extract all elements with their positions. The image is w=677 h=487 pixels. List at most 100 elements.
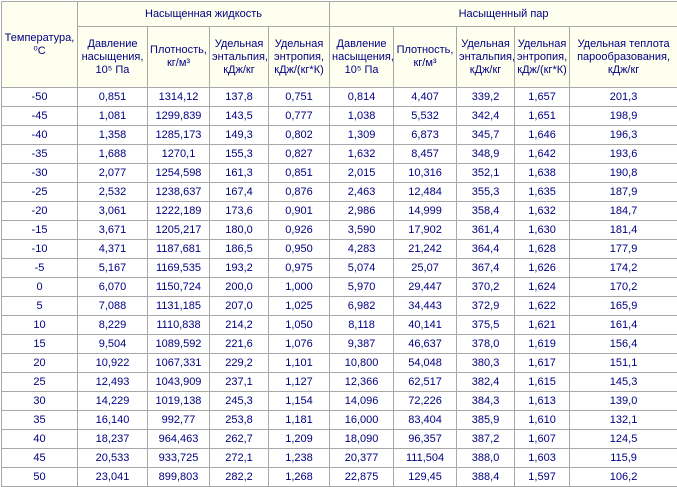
cell-temperature: -20 [2,202,78,221]
cell-liquid-entropy: 0,777 [269,107,330,126]
cell-liquid-pressure: 5,167 [78,259,148,278]
cell-liquid-entropy: 0,802 [269,126,330,145]
cell-liquid-pressure: 16,140 [78,411,148,430]
cell-liquid-pressure: 1,688 [78,145,148,164]
cell-liquid-enthalpy: 143,5 [210,107,269,126]
cell-liquid-pressure: 6,070 [78,278,148,297]
cell-vapor-pressure: 6,982 [330,297,394,316]
cell-liquid-density: 1043,909 [148,373,210,392]
cell-vapor-enthalpy: 370,2 [457,278,515,297]
cell-vapor-pressure: 5,074 [330,259,394,278]
cell-vapor-density: 10,316 [394,164,457,183]
cell-vapor-pressure: 16,000 [330,411,394,430]
cell-liquid-pressure: 3,061 [78,202,148,221]
cell-vapor-enthalpy: 375,5 [457,316,515,335]
cell-vapor-entropy: 1,607 [515,430,570,449]
cell-liquid-pressure: 14,229 [78,392,148,411]
cell-heat-of-vaporization: 161,4 [570,316,677,335]
table-header: Температура, ⁰С Насыщенная жидкость Насы… [2,2,677,88]
col-header-heat-of-vaporization: Удельная теплота парообразования, кДж/кг [570,27,677,88]
cell-liquid-entropy: 1,127 [269,373,330,392]
cell-liquid-enthalpy: 180,0 [210,221,269,240]
cell-heat-of-vaporization: 139,0 [570,392,677,411]
cell-vapor-entropy: 1,621 [515,316,570,335]
cell-temperature: -5 [2,259,78,278]
col-header-liquid-density: Плотность, кг/м³ [148,27,210,88]
cell-liquid-density: 1089,592 [148,335,210,354]
cell-liquid-pressure: 23,041 [78,468,148,487]
cell-vapor-density: 72,226 [394,392,457,411]
col-header-liquid-entropy: Удельная энтропия, кДж/(кг*К) [269,27,330,88]
col-header-liquid-enthalpy: Удельная энтальпия, кДж/кг [210,27,269,88]
cell-heat-of-vaporization: 106,2 [570,468,677,487]
cell-vapor-entropy: 1,617 [515,354,570,373]
cell-temperature: 50 [2,468,78,487]
cell-vapor-entropy: 1,603 [515,449,570,468]
cell-liquid-entropy: 1,268 [269,468,330,487]
cell-vapor-pressure: 0,814 [330,88,394,107]
cell-liquid-density: 1169,535 [148,259,210,278]
cell-vapor-enthalpy: 380,3 [457,354,515,373]
cell-liquid-density: 1205,217 [148,221,210,240]
cell-temperature: -10 [2,240,78,259]
cell-temperature: 20 [2,354,78,373]
cell-temperature: 40 [2,430,78,449]
cell-vapor-density: 46,637 [394,335,457,354]
cell-liquid-enthalpy: 193,2 [210,259,269,278]
cell-liquid-pressure: 0,851 [78,88,148,107]
col-header-vapor-density: Плотность, кг/м³ [394,27,457,88]
cell-liquid-enthalpy: 282,2 [210,468,269,487]
cell-temperature: 5 [2,297,78,316]
cell-vapor-density: 40,141 [394,316,457,335]
cell-liquid-entropy: 1,238 [269,449,330,468]
cell-vapor-enthalpy: 384,3 [457,392,515,411]
cell-liquid-density: 1110,838 [148,316,210,335]
cell-heat-of-vaporization: 196,3 [570,126,677,145]
cell-vapor-pressure: 14,096 [330,392,394,411]
cell-heat-of-vaporization: 156,4 [570,335,677,354]
cell-vapor-entropy: 1,626 [515,259,570,278]
cell-vapor-pressure: 18,090 [330,430,394,449]
cell-vapor-pressure: 1,309 [330,126,394,145]
cell-temperature: 45 [2,449,78,468]
cell-liquid-enthalpy: 262,7 [210,430,269,449]
cell-vapor-entropy: 1,646 [515,126,570,145]
col-header-vapor-entropy: Удельная энтропия, кДж/(кг*К) [515,27,570,88]
col-header-temperature: Температура, ⁰С [2,2,78,88]
cell-liquid-pressure: 4,371 [78,240,148,259]
cell-liquid-entropy: 1,154 [269,392,330,411]
cell-liquid-enthalpy: 200,0 [210,278,269,297]
cell-vapor-density: 96,357 [394,430,457,449]
col-header-vapor-pressure: Давление насыщения, 10⁵ Па [330,27,394,88]
cell-liquid-entropy: 1,050 [269,316,330,335]
cell-heat-of-vaporization: 165,9 [570,297,677,316]
cell-vapor-pressure: 3,590 [330,221,394,240]
cell-vapor-density: 25,07 [394,259,457,278]
cell-liquid-density: 1299,839 [148,107,210,126]
cell-vapor-entropy: 1,615 [515,373,570,392]
cell-vapor-entropy: 1,642 [515,145,570,164]
cell-vapor-pressure: 2,463 [330,183,394,202]
cell-liquid-density: 1067,331 [148,354,210,373]
cell-liquid-density: 1222,189 [148,202,210,221]
cell-liquid-density: 1131,185 [148,297,210,316]
cell-liquid-density: 1285,173 [148,126,210,145]
cell-heat-of-vaporization: 174,2 [570,259,677,278]
cell-liquid-pressure: 9,504 [78,335,148,354]
cell-liquid-entropy: 1,025 [269,297,330,316]
cell-vapor-enthalpy: 388,0 [457,449,515,468]
cell-heat-of-vaporization: 198,9 [570,107,677,126]
cell-liquid-density: 1150,724 [148,278,210,297]
cell-liquid-enthalpy: 272,1 [210,449,269,468]
